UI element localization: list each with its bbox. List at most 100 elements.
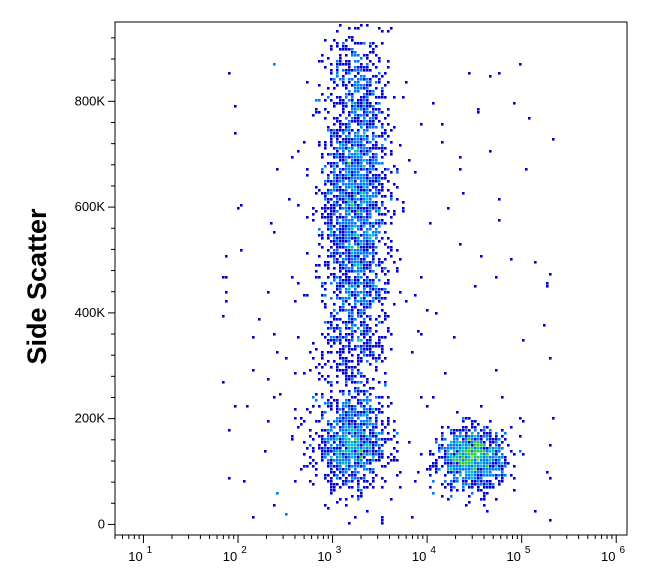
scatter-point xyxy=(372,477,375,480)
scatter-point xyxy=(354,213,357,216)
scatter-point xyxy=(387,66,390,69)
scatter-point xyxy=(486,483,489,486)
scatter-point xyxy=(498,72,501,75)
scatter-point xyxy=(354,105,357,108)
scatter-point xyxy=(348,126,351,129)
scatter-point xyxy=(360,24,363,27)
scatter-point xyxy=(387,168,390,171)
scatter-point xyxy=(372,243,375,246)
scatter-point xyxy=(336,186,339,189)
scatter-point xyxy=(351,177,354,180)
scatter-point xyxy=(351,138,354,141)
scatter-point xyxy=(366,255,369,258)
scatter-point xyxy=(336,153,339,156)
scatter-point xyxy=(348,237,351,240)
scatter-point xyxy=(342,48,345,51)
scatter-point xyxy=(369,441,372,444)
scatter-point xyxy=(453,462,456,465)
scatter-point xyxy=(375,297,378,300)
y-tick-label: 600K xyxy=(75,199,106,214)
scatter-point xyxy=(489,432,492,435)
scatter-point xyxy=(339,243,342,246)
scatter-point xyxy=(465,438,468,441)
scatter-point xyxy=(348,360,351,363)
scatter-point xyxy=(357,267,360,270)
scatter-point xyxy=(366,198,369,201)
scatter-point xyxy=(345,504,348,507)
scatter-point xyxy=(336,294,339,297)
scatter-point xyxy=(378,135,381,138)
scatter-point xyxy=(462,417,465,420)
scatter-point xyxy=(375,330,378,333)
scatter-point xyxy=(279,393,282,396)
scatter-point xyxy=(348,297,351,300)
scatter-point xyxy=(297,150,300,153)
scatter-point xyxy=(342,132,345,135)
scatter-point xyxy=(381,123,384,126)
scatter-point xyxy=(513,102,516,105)
scatter-point xyxy=(501,441,504,444)
scatter-point xyxy=(456,450,459,453)
scatter-point xyxy=(357,72,360,75)
scatter-point xyxy=(363,54,366,57)
scatter-point xyxy=(327,351,330,354)
scatter-point xyxy=(345,147,348,150)
scatter-point xyxy=(381,444,384,447)
scatter-point xyxy=(345,264,348,267)
scatter-point xyxy=(357,390,360,393)
scatter-point xyxy=(378,183,381,186)
scatter-point xyxy=(342,144,345,147)
scatter-point xyxy=(330,381,333,384)
scatter-point xyxy=(363,255,366,258)
scatter-point xyxy=(348,234,351,237)
scatter-point xyxy=(324,447,327,450)
scatter-point xyxy=(342,453,345,456)
scatter-point xyxy=(381,90,384,93)
scatter-point xyxy=(348,468,351,471)
scatter-point xyxy=(357,417,360,420)
scatter-point xyxy=(345,423,348,426)
scatter-point xyxy=(360,96,363,99)
scatter-point xyxy=(375,273,378,276)
scatter-point xyxy=(387,462,390,465)
scatter-point xyxy=(372,468,375,471)
scatter-point xyxy=(318,234,321,237)
scatter-point xyxy=(345,429,348,432)
scatter-point xyxy=(363,333,366,336)
scatter-point xyxy=(366,186,369,189)
scatter-point xyxy=(363,432,366,435)
scatter-point xyxy=(342,63,345,66)
scatter-point xyxy=(342,351,345,354)
scatter-point xyxy=(363,132,366,135)
scatter-point xyxy=(372,234,375,237)
scatter-point xyxy=(330,396,333,399)
scatter-point xyxy=(318,378,321,381)
scatter-point xyxy=(468,429,471,432)
scatter-point xyxy=(378,261,381,264)
scatter-point xyxy=(348,246,351,249)
scatter-point xyxy=(363,414,366,417)
scatter-point xyxy=(348,150,351,153)
scatter-point xyxy=(339,288,342,291)
scatter-point xyxy=(351,348,354,351)
scatter-point xyxy=(360,66,363,69)
scatter-point xyxy=(324,207,327,210)
scatter-point xyxy=(381,135,384,138)
scatter-point xyxy=(363,207,366,210)
scatter-point xyxy=(348,405,351,408)
scatter-point xyxy=(222,315,225,318)
scatter-point xyxy=(477,432,480,435)
scatter-point xyxy=(336,285,339,288)
scatter-point xyxy=(444,438,447,441)
scatter-point xyxy=(342,42,345,45)
scatter-point xyxy=(360,84,363,87)
scatter-point xyxy=(372,333,375,336)
scatter-point xyxy=(375,66,378,69)
scatter-point xyxy=(330,321,333,324)
scatter-point xyxy=(309,456,312,459)
scatter-point xyxy=(342,159,345,162)
scatter-point xyxy=(453,432,456,435)
scatter-point xyxy=(354,183,357,186)
scatter-point xyxy=(360,459,363,462)
scatter-point xyxy=(333,87,336,90)
